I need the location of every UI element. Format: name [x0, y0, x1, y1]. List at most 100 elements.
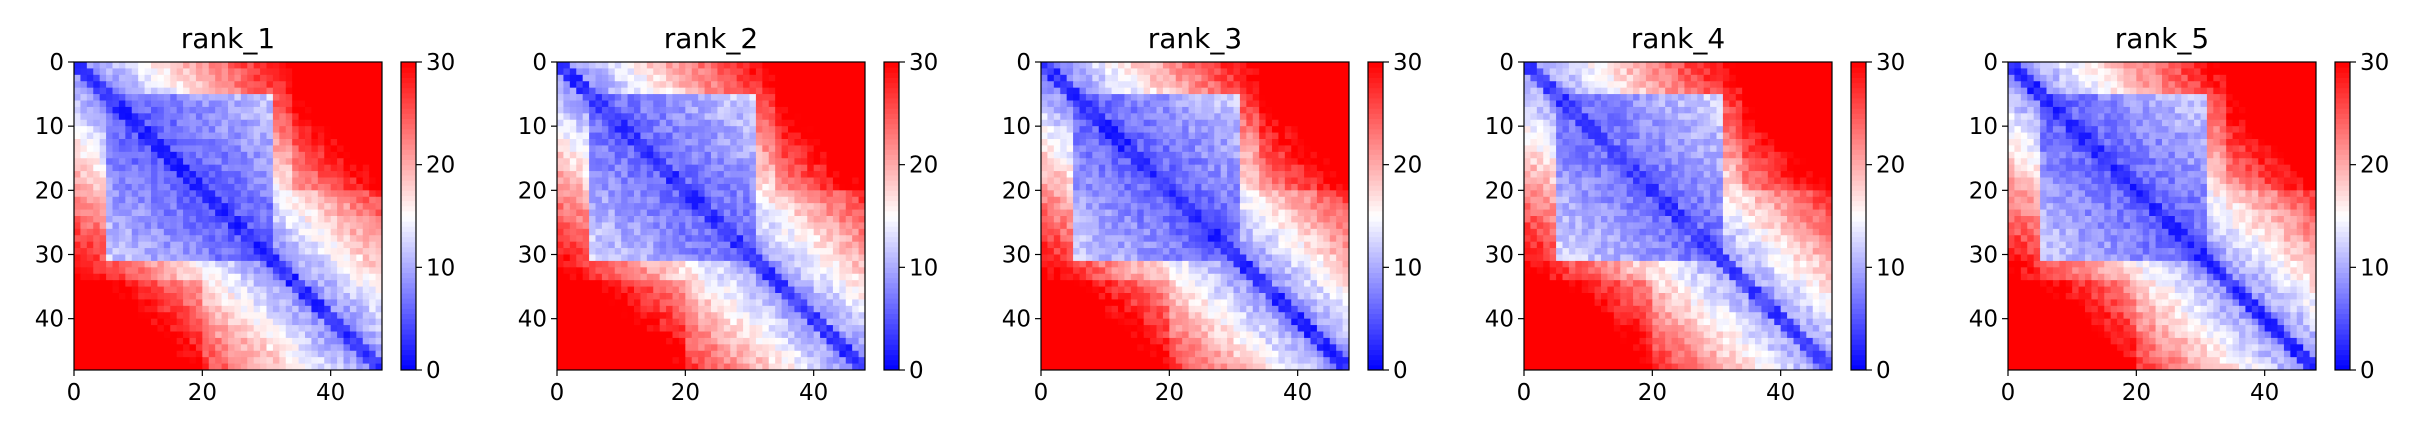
heatmap-cell	[157, 209, 165, 217]
heatmap-cell	[118, 126, 126, 133]
heatmap-cell	[678, 254, 686, 262]
heatmap-cell	[634, 139, 641, 146]
heatmap-cell	[749, 81, 757, 89]
heatmap-cell	[595, 62, 603, 69]
heatmap-cell	[678, 203, 686, 210]
heatmap-cell	[852, 151, 859, 159]
heatmap-cell	[717, 312, 725, 320]
heatmap-cell	[794, 331, 802, 339]
heatmap-cell	[826, 100, 834, 108]
heatmap-cell	[208, 305, 216, 313]
colorbar-segment	[884, 282, 899, 289]
heatmap-cell	[362, 87, 370, 95]
heatmap-cell	[852, 81, 859, 89]
heatmap-cell	[292, 280, 299, 287]
heatmap-cell	[678, 190, 686, 198]
heatmap-cell	[228, 81, 235, 89]
heatmap-cell	[781, 350, 789, 358]
colorbar-segment	[884, 287, 899, 294]
heatmap-cell	[144, 293, 152, 300]
heatmap-cell	[375, 62, 383, 69]
heatmap-cell	[253, 260, 261, 268]
heatmap-cell	[118, 273, 126, 281]
heatmap-cell	[1323, 81, 1331, 89]
heatmap-cell	[627, 293, 635, 300]
heatmap-cell	[800, 254, 808, 262]
heatmap-cell	[369, 62, 376, 69]
heatmap-cell	[234, 273, 242, 281]
heatmap-cell	[272, 139, 280, 146]
heatmap-cell	[595, 312, 603, 320]
heatmap-cell	[131, 74, 139, 82]
heatmap-cell	[601, 254, 609, 262]
heatmap-cell	[106, 235, 113, 243]
heatmap-cell	[685, 216, 693, 223]
colorbar-segment	[884, 164, 899, 171]
heatmap-cell	[183, 74, 190, 82]
heatmap-cell	[93, 100, 101, 108]
heatmap-cell	[608, 158, 616, 166]
heatmap-cell	[743, 293, 750, 300]
heatmap-cell	[736, 350, 744, 358]
heatmap-cell	[151, 81, 158, 89]
heatmap-cell	[723, 337, 731, 345]
heatmap-cell	[215, 248, 222, 255]
heatmap-cell	[349, 350, 357, 358]
heatmap-cell	[601, 325, 609, 332]
heatmap-cell	[723, 164, 731, 172]
heatmap-cell	[93, 106, 101, 114]
heatmap-cell	[813, 293, 821, 300]
heatmap-cell	[356, 68, 364, 76]
heatmap-cell	[582, 132, 590, 140]
heatmap-cell	[131, 363, 139, 371]
heatmap-cell	[330, 62, 338, 69]
heatmap-cell	[717, 183, 725, 191]
heatmap-cell	[337, 350, 344, 358]
heatmap-cell	[775, 344, 782, 352]
heatmap-cell	[582, 241, 590, 249]
heatmap-cell	[788, 74, 795, 82]
colorbar-segment	[401, 108, 416, 114]
colorbar-segment	[401, 344, 416, 350]
heatmap-cell	[80, 164, 88, 172]
heatmap-cell	[125, 171, 133, 178]
heatmap-cell	[195, 363, 203, 371]
heatmap-cell	[208, 100, 216, 108]
heatmap-cell	[563, 100, 571, 108]
heatmap-cell	[730, 331, 738, 339]
heatmap-cell	[279, 145, 287, 153]
heatmap-cell	[755, 74, 763, 82]
heatmap-cell	[749, 305, 757, 313]
heatmap-cell	[272, 164, 280, 172]
heatmap-cell	[234, 280, 242, 287]
heatmap-cell	[189, 228, 197, 236]
heatmap-cell	[807, 254, 815, 262]
heatmap-cell	[131, 81, 139, 89]
heatmap-cell	[343, 100, 351, 108]
heatmap-cell	[723, 81, 731, 89]
heatmap-cell	[266, 228, 274, 236]
heatmap-cell	[285, 81, 293, 89]
heatmap-cell	[99, 203, 107, 210]
heatmap-cell	[595, 318, 603, 326]
heatmap-cell	[208, 228, 216, 236]
heatmap-cell	[582, 177, 590, 185]
heatmap-cell	[557, 286, 564, 294]
heatmap-cell	[157, 171, 165, 178]
heatmap-cell	[685, 183, 693, 191]
heatmap-cell	[1259, 62, 1266, 69]
heatmap-cell	[144, 203, 152, 210]
heatmap-cell	[189, 273, 197, 281]
heatmap-cell	[691, 171, 699, 178]
heatmap-cell	[608, 299, 616, 307]
heatmap-cell	[247, 228, 255, 236]
heatmap-cell	[93, 177, 101, 185]
heatmap-cell	[788, 158, 795, 166]
heatmap-cell	[1265, 62, 1273, 69]
heatmap-cell	[723, 312, 731, 320]
heatmap-cell	[1150, 81, 1157, 89]
heatmap-cell	[691, 312, 699, 320]
heatmap-cell	[621, 203, 628, 210]
heatmap-cell	[691, 203, 699, 210]
heatmap-cell	[375, 106, 383, 114]
